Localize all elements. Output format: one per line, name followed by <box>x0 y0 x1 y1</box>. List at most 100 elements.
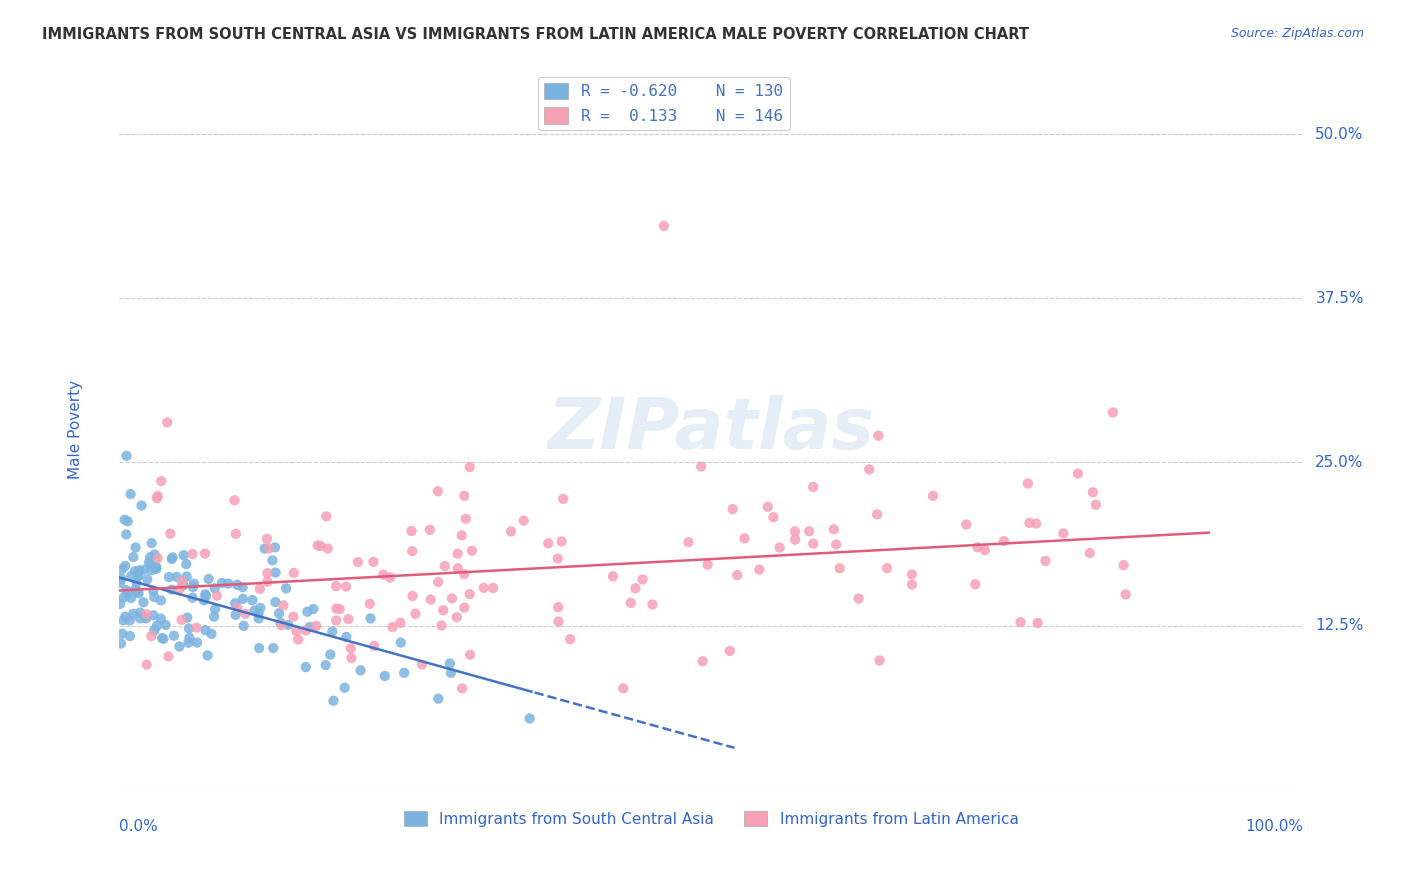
Point <box>124 541 146 555</box>
Point <box>146 551 169 566</box>
Point <box>135 657 157 672</box>
Point <box>307 538 329 552</box>
Point <box>427 691 450 706</box>
Point <box>127 568 149 582</box>
Point <box>295 624 318 638</box>
Point <box>337 612 360 626</box>
Point <box>257 541 280 556</box>
Point <box>472 581 495 595</box>
Point <box>1115 587 1137 601</box>
Point <box>120 569 142 583</box>
Text: 25.0%: 25.0% <box>1316 455 1364 469</box>
Point <box>499 524 522 539</box>
Point <box>620 596 643 610</box>
Point <box>801 536 824 550</box>
Point <box>179 631 201 645</box>
Point <box>195 589 218 603</box>
Point <box>114 558 136 573</box>
Point <box>117 514 139 528</box>
Point <box>283 609 305 624</box>
Point <box>156 416 179 430</box>
Point <box>159 526 181 541</box>
Point <box>243 603 266 617</box>
Point <box>734 532 756 546</box>
Point <box>262 553 284 567</box>
Point <box>193 593 215 607</box>
Point <box>264 566 287 580</box>
Point <box>129 606 152 620</box>
Point <box>419 523 441 537</box>
Point <box>285 624 308 639</box>
Point <box>273 599 295 613</box>
Point <box>232 619 254 633</box>
Point <box>302 602 325 616</box>
Point <box>966 541 988 555</box>
Point <box>612 681 634 696</box>
Point <box>204 581 226 595</box>
Point <box>249 582 271 596</box>
Point <box>122 550 145 565</box>
Point <box>194 547 217 561</box>
Point <box>129 611 152 625</box>
Point <box>512 514 534 528</box>
Point <box>155 618 177 632</box>
Point <box>256 566 278 581</box>
Point <box>801 480 824 494</box>
Point <box>1101 405 1123 419</box>
Point <box>233 607 256 621</box>
Point <box>172 578 194 592</box>
Point <box>152 632 174 646</box>
Point <box>432 603 454 617</box>
Point <box>1026 615 1049 630</box>
Point <box>419 592 441 607</box>
Point <box>173 548 195 562</box>
Point <box>264 595 287 609</box>
Point <box>145 562 167 576</box>
Point <box>283 566 305 580</box>
Point <box>378 570 401 584</box>
Point <box>183 576 205 591</box>
Point <box>181 580 204 594</box>
Point <box>454 512 477 526</box>
Point <box>118 614 141 628</box>
Point <box>325 614 347 628</box>
Point <box>1112 558 1135 573</box>
Point <box>401 524 423 538</box>
Point <box>211 575 233 590</box>
Point <box>157 649 180 664</box>
Point <box>176 569 198 583</box>
Point <box>1018 516 1040 530</box>
Point <box>430 618 453 632</box>
Point <box>547 600 569 615</box>
Point <box>389 615 412 630</box>
Point <box>340 651 363 665</box>
Point <box>721 502 744 516</box>
Point <box>267 606 290 620</box>
Point <box>993 534 1015 549</box>
Point <box>142 583 165 598</box>
Point <box>181 591 204 605</box>
Point <box>1010 615 1032 629</box>
Point <box>256 574 278 589</box>
Point <box>433 559 456 574</box>
Point <box>309 539 332 553</box>
Point <box>141 536 163 550</box>
Point <box>335 580 357 594</box>
Point <box>389 635 412 649</box>
Text: Male Poverty: Male Poverty <box>69 380 83 479</box>
Point <box>127 584 149 599</box>
Point <box>132 563 155 577</box>
Point <box>249 600 271 615</box>
Point <box>146 618 169 632</box>
Text: 0.0%: 0.0% <box>120 819 157 834</box>
Point <box>624 582 647 596</box>
Point <box>128 563 150 577</box>
Point <box>298 620 321 634</box>
Point <box>170 613 193 627</box>
Point <box>458 587 481 601</box>
Point <box>482 581 505 595</box>
Point <box>769 541 792 555</box>
Text: 100.0%: 100.0% <box>1246 819 1303 834</box>
Point <box>363 639 385 653</box>
Point <box>319 648 342 662</box>
